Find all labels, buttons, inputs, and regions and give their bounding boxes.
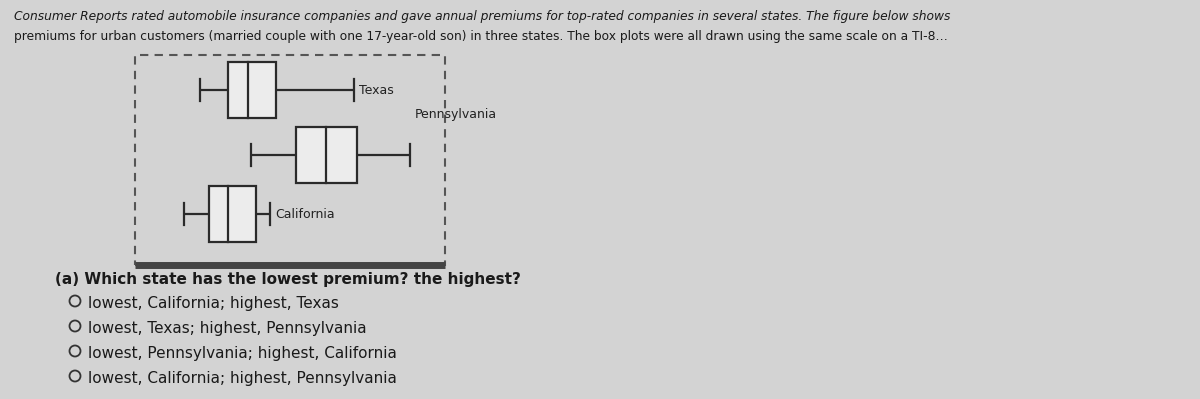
Text: premiums for urban customers (married couple with one 17-year-old son) in three : premiums for urban customers (married co… — [14, 30, 948, 43]
Text: lowest, California; highest, Pennsylvania: lowest, California; highest, Pennsylvani… — [88, 371, 397, 386]
Bar — [228, 62, 276, 118]
Text: California: California — [276, 207, 335, 221]
Text: (a) Which state has the lowest premium? the highest?: (a) Which state has the lowest premium? … — [55, 272, 521, 287]
Text: lowest, California; highest, Texas: lowest, California; highest, Texas — [88, 296, 338, 311]
Bar — [134, 55, 445, 265]
Text: Texas: Texas — [360, 83, 394, 97]
Text: Consumer Reports rated automobile insurance companies and gave annual premiums f: Consumer Reports rated automobile insura… — [14, 10, 950, 23]
Text: lowest, Pennsylvania; highest, California: lowest, Pennsylvania; highest, Californi… — [88, 346, 397, 361]
Bar — [209, 186, 257, 242]
Text: Pennsylvania: Pennsylvania — [414, 108, 497, 121]
Text: lowest, Texas; highest, Pennsylvania: lowest, Texas; highest, Pennsylvania — [88, 321, 367, 336]
Bar — [295, 127, 358, 183]
